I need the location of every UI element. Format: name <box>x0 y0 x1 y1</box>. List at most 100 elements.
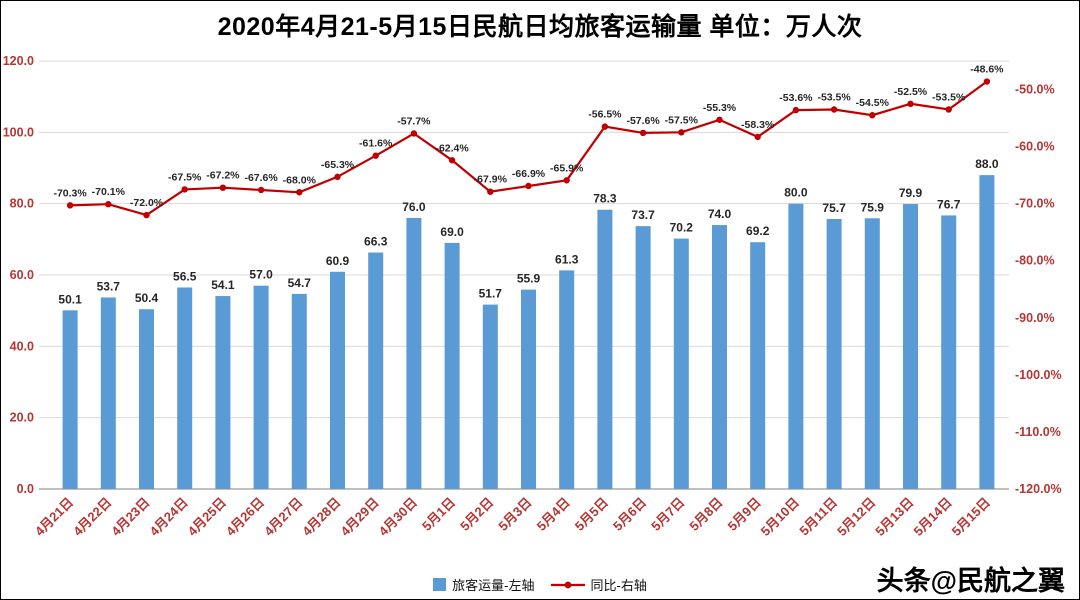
line-value-label: -48.6% <box>970 64 1004 76</box>
x-axis-date-label: 5月5日 <box>572 495 611 534</box>
legend: 旅客运量-左轴 同比-右轴 <box>1 575 1079 594</box>
line-marker <box>639 129 647 137</box>
line-value-label: -65.9% <box>550 162 584 174</box>
chart-title: 2020年4月21-5月15日民航日均旅客运输量 单位：万人次 <box>217 13 863 41</box>
line-marker <box>143 211 150 219</box>
right-axis-tick-label: -70.0% <box>1015 197 1055 211</box>
bar-value-label: 66.3 <box>364 235 388 249</box>
bar <box>215 296 231 489</box>
bar-value-label: 69.0 <box>440 225 464 239</box>
left-axis-tick-label: 40.0 <box>10 339 34 353</box>
line-value-label: -67.9% <box>474 174 508 186</box>
x-axis-date-label: 5月1日 <box>419 495 458 534</box>
bar <box>406 217 422 489</box>
right-axis-tick-label: -90.0% <box>1015 311 1055 325</box>
line-marker <box>601 123 609 130</box>
x-axis-date-label: 4月26日 <box>223 495 267 539</box>
x-axis-date-label: 5月2日 <box>457 495 496 534</box>
line-value-label: -56.5% <box>588 109 622 121</box>
right-axis-tick-label: -60.0% <box>1015 140 1055 154</box>
line-marker <box>907 100 914 108</box>
bar <box>368 252 384 489</box>
bar-value-label: 60.9 <box>326 254 350 268</box>
bar-value-label: 54.7 <box>288 276 312 290</box>
line-marker <box>296 189 303 196</box>
line-marker <box>678 129 685 136</box>
bar-value-label: 76.7 <box>937 197 961 211</box>
bar <box>253 285 269 489</box>
bar <box>673 238 689 489</box>
line-marker <box>372 152 379 159</box>
x-axis-date-label: 5月11日 <box>796 495 840 539</box>
x-axis-date-label: 5月6日 <box>610 495 649 534</box>
right-axis-tick-label: -50.0% <box>1015 83 1055 97</box>
line-marker <box>487 188 494 195</box>
bar-value-label: 55.9 <box>517 272 541 286</box>
bar <box>482 304 498 489</box>
x-axis-date-label: 5月4日 <box>534 495 573 534</box>
line-value-label: -61.6% <box>359 138 393 150</box>
bar <box>635 226 651 490</box>
left-axis-tick-label: 120.0 <box>3 54 34 68</box>
bar <box>979 175 995 489</box>
line-value-label: -54.5% <box>856 97 890 109</box>
line-value-label: -53.5% <box>932 92 966 104</box>
bar-value-label: 51.7 <box>479 287 503 301</box>
x-axis-date-label: 4月27日 <box>261 495 305 539</box>
x-axis-date-label: 5月12日 <box>834 495 878 539</box>
x-axis-date-label: 5月13日 <box>872 495 916 539</box>
line-value-label: -65.3% <box>321 159 355 171</box>
bar <box>139 309 154 489</box>
bar-value-label: 56.5 <box>173 269 197 283</box>
bar-value-label: 69.2 <box>746 224 770 238</box>
legend-item-bar: 旅客运量-左轴 <box>433 575 535 594</box>
x-axis-date-label: 5月7日 <box>648 495 687 534</box>
line-marker <box>105 201 112 208</box>
bar <box>291 293 307 489</box>
bar <box>712 225 727 490</box>
watermark: 头条@民航之翼 <box>876 566 1065 596</box>
bar-series-swatch-icon <box>433 578 447 591</box>
legend-line-label: 同比-右轴 <box>590 578 647 593</box>
line-value-label: -57.7% <box>397 115 431 127</box>
bar <box>864 218 880 490</box>
line-marker <box>66 202 74 209</box>
line-marker <box>754 133 761 141</box>
x-axis-date-label: 5月14日 <box>910 495 954 539</box>
bar <box>177 287 193 489</box>
x-axis-date-label: 5月15日 <box>949 495 993 539</box>
x-axis-date-label: 5月8日 <box>686 495 725 534</box>
bar-value-label: 75.7 <box>822 201 846 215</box>
bar-value-label: 54.1 <box>211 278 235 292</box>
bar-value-label: 50.4 <box>135 291 159 305</box>
line-value-label: -70.1% <box>92 186 126 198</box>
bar <box>750 242 766 489</box>
line-value-label: -72.0% <box>130 197 164 209</box>
bar-value-label: 53.7 <box>97 279 121 293</box>
line-value-label: -57.5% <box>665 114 699 126</box>
x-axis-date-label: 4月24日 <box>146 495 190 539</box>
line-marker <box>448 157 456 164</box>
line-value-label: -57.6% <box>626 115 660 127</box>
bar-value-label: 57.0 <box>249 268 273 282</box>
bar <box>788 203 804 489</box>
bar <box>100 297 116 489</box>
bar <box>444 242 460 489</box>
left-axis-tick-label: 0.0 <box>17 482 34 496</box>
x-axis-date-label: 4月30日 <box>376 495 420 539</box>
line-value-label: -53.6% <box>779 92 813 104</box>
line-marker <box>257 186 265 194</box>
line-marker <box>716 116 723 123</box>
bar-value-label: 73.7 <box>631 208 655 222</box>
bar-value-label: 78.3 <box>593 192 617 206</box>
right-axis-tick-label: -80.0% <box>1015 254 1055 268</box>
line-series-swatch-icon <box>550 581 585 588</box>
line-value-label: -52.5% <box>894 86 928 98</box>
line-marker <box>525 182 532 190</box>
line-marker <box>181 186 188 193</box>
line-value-label: -68.0% <box>283 174 317 186</box>
left-axis-tick-label: 80.0 <box>10 197 34 211</box>
left-axis-tick-label: 20.0 <box>10 411 34 425</box>
bar <box>941 215 957 490</box>
